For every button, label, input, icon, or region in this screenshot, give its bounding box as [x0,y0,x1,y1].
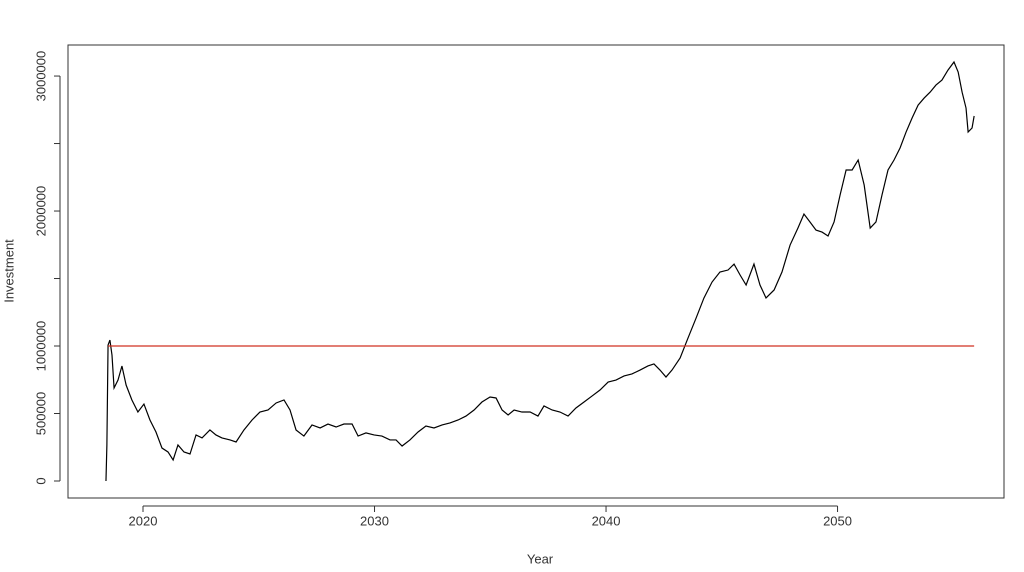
y-tick-label: 2000000 [33,186,48,237]
y-tick-label: 3000000 [33,51,48,102]
plot-box [67,44,1005,499]
y-axis-label: Investment [1,239,16,303]
x-tick-label: 2030 [360,513,389,528]
y-tick-label: 0 [33,477,48,484]
x-tick-label: 2020 [129,513,158,528]
y-tick-label: 1000000 [33,321,48,372]
x-tick-label: 2050 [823,513,852,528]
x-axis-label: Year [527,551,554,566]
series-line [105,60,975,482]
x-tick-label: 2040 [592,513,621,528]
y-tick-label: 500000 [33,392,48,435]
